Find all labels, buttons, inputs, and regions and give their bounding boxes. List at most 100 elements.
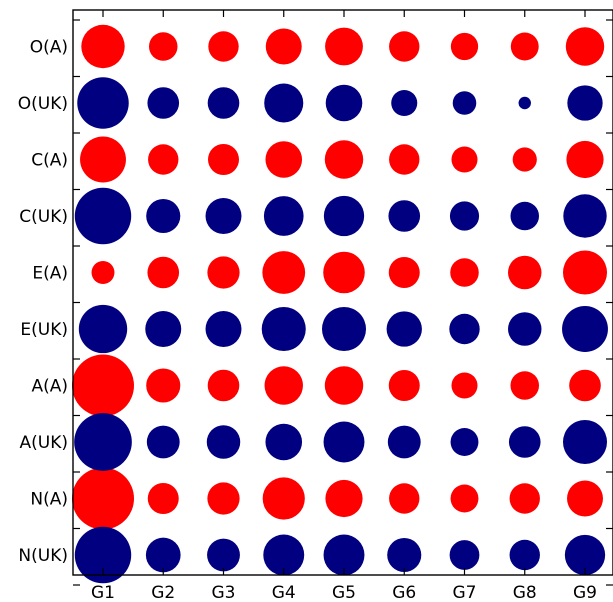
bubble-ouk-g4 (264, 83, 304, 123)
x-tick-label: G4 (272, 583, 296, 602)
bubble-aa-g6 (388, 370, 420, 401)
axis-ticks (73, 10, 613, 586)
bubble-cuk-g7 (449, 201, 480, 231)
x-tick-labels: G1 G2 G3 G4 G5 G6 G7 G8 G9 (91, 583, 597, 602)
bubble-ouk-g9 (567, 85, 603, 121)
bubble-ca-g3 (208, 144, 239, 175)
bubble-ea-g4 (262, 251, 306, 294)
bubble-ea-g5 (323, 251, 365, 294)
bubble-auk-g5 (323, 421, 365, 463)
x-tick-label: G8 (513, 583, 537, 602)
bubble-ea-g2 (147, 256, 180, 289)
bubble-cuk-g8 (510, 201, 540, 231)
bubble-na-g6 (389, 483, 420, 514)
bubble-nuk-g4 (263, 534, 305, 576)
y-tick-label: C(A) (31, 151, 68, 171)
bubble-cuk-g5 (323, 195, 365, 237)
bubble-aa-g8 (510, 371, 540, 400)
bubble-aa-g3 (207, 369, 240, 402)
bubble-ea-g3 (207, 256, 240, 289)
bubble-ca-g9 (566, 140, 604, 179)
y-tick-label: N(UK) (18, 546, 68, 566)
bubble-na-g7 (450, 484, 479, 513)
bubble-ea-g1 (91, 261, 115, 284)
bubble-ea-g9 (562, 250, 608, 295)
bubble-nuk-g1 (74, 526, 132, 584)
bubble-euk-g1 (78, 304, 128, 354)
y-tick-label: O(A) (30, 38, 68, 58)
bubble-cuk-g4 (263, 196, 304, 236)
bubble-aa-g5 (324, 366, 364, 405)
bubble-ouk-g7 (452, 91, 477, 115)
bubble-ouk-g6 (391, 89, 418, 117)
y-tick-label: E(A) (32, 264, 68, 284)
bubble-euk-g8 (508, 312, 542, 346)
y-tick-label: C(UK) (19, 207, 68, 227)
x-tick-label: G9 (573, 583, 597, 602)
bubble-oa-g2 (148, 32, 178, 61)
bubble-oa-g7 (450, 32, 479, 61)
y-tick-labels: O(A) O(UK) C(A) C(UK) E(A) E(UK) A(A) A(UK) N(A)… (18, 38, 68, 567)
bubble-nuk-g2 (145, 537, 181, 573)
bubble-ca-g6 (389, 144, 420, 175)
bubble-auk-g9 (562, 419, 608, 465)
bubble-auk-g8 (508, 426, 541, 458)
bubble-euk-g4 (261, 306, 306, 352)
bubble-na-g3 (207, 482, 240, 515)
x-tick-label: G3 (212, 583, 236, 602)
bubble-ouk-g2 (147, 87, 180, 119)
bubble-na-g1 (72, 467, 134, 530)
bubble-euk-g3 (205, 311, 242, 347)
x-tick-label: G5 (332, 583, 356, 602)
bubble-cuk-g2 (146, 198, 181, 234)
bubble-aa-g7 (451, 372, 478, 399)
bubble-oa-g1 (81, 24, 125, 69)
bubble-oa-g9 (565, 27, 605, 66)
bubble-cuk-g3 (205, 198, 242, 234)
bubble-na-g8 (509, 483, 540, 514)
y-tick-label: A(A) (31, 377, 68, 397)
bubble-ouk-g3 (207, 87, 240, 119)
y-tick-label: A(UK) (20, 433, 69, 453)
bubble-ea-g8 (508, 255, 542, 290)
y-tick-label: E(UK) (20, 320, 68, 340)
bubble-na-g2 (147, 483, 179, 514)
bubble-nuk-g9 (564, 534, 606, 576)
y-tick-label: N(A) (30, 490, 68, 510)
bubble-oa-g4 (265, 28, 302, 65)
bubble-ca-g4 (265, 141, 303, 178)
bubble-nuk-g8 (509, 539, 540, 571)
bubble-cuk-g9 (563, 194, 607, 238)
bubble-euk-g7 (449, 313, 480, 345)
bubble-nuk-g7 (449, 540, 480, 570)
bubble-euk-g5 (321, 306, 367, 352)
bubble-aa-g1 (72, 354, 134, 417)
bubble-ouk-g5 (325, 84, 363, 122)
bubble-na-g9 (567, 480, 603, 517)
bubble-aa-g2 (146, 368, 181, 403)
bubble-cuk-g6 (388, 200, 421, 232)
bubble-nuk-g6 (387, 537, 422, 573)
bubble-ouk-g1 (77, 77, 129, 129)
bubble-aa-g4 (264, 366, 303, 405)
bubble-ouk-g8 (518, 96, 531, 110)
bubble-ca-g5 (324, 140, 364, 179)
bubble-euk-g9 (562, 306, 608, 352)
bubble-oa-g8 (510, 32, 539, 61)
bubble-euk-g2 (145, 311, 182, 347)
bubble-na-g4 (262, 477, 305, 520)
bubble-oa-g3 (208, 31, 239, 62)
bubble-oa-g6 (389, 31, 420, 62)
bubble-marks (72, 24, 608, 584)
bubble-ca-g7 (451, 146, 478, 173)
bubble-auk-g2 (146, 425, 180, 459)
bubble-ea-g7 (450, 258, 479, 287)
bubble-euk-g6 (386, 311, 422, 347)
bubble-nuk-g5 (323, 534, 365, 576)
bubble-oa-g5 (325, 27, 363, 66)
x-tick-label: G2 (151, 583, 175, 602)
bubble-auk-g3 (206, 425, 241, 459)
bubble-nuk-g3 (207, 538, 240, 572)
bubble-aa-g9 (569, 369, 601, 402)
